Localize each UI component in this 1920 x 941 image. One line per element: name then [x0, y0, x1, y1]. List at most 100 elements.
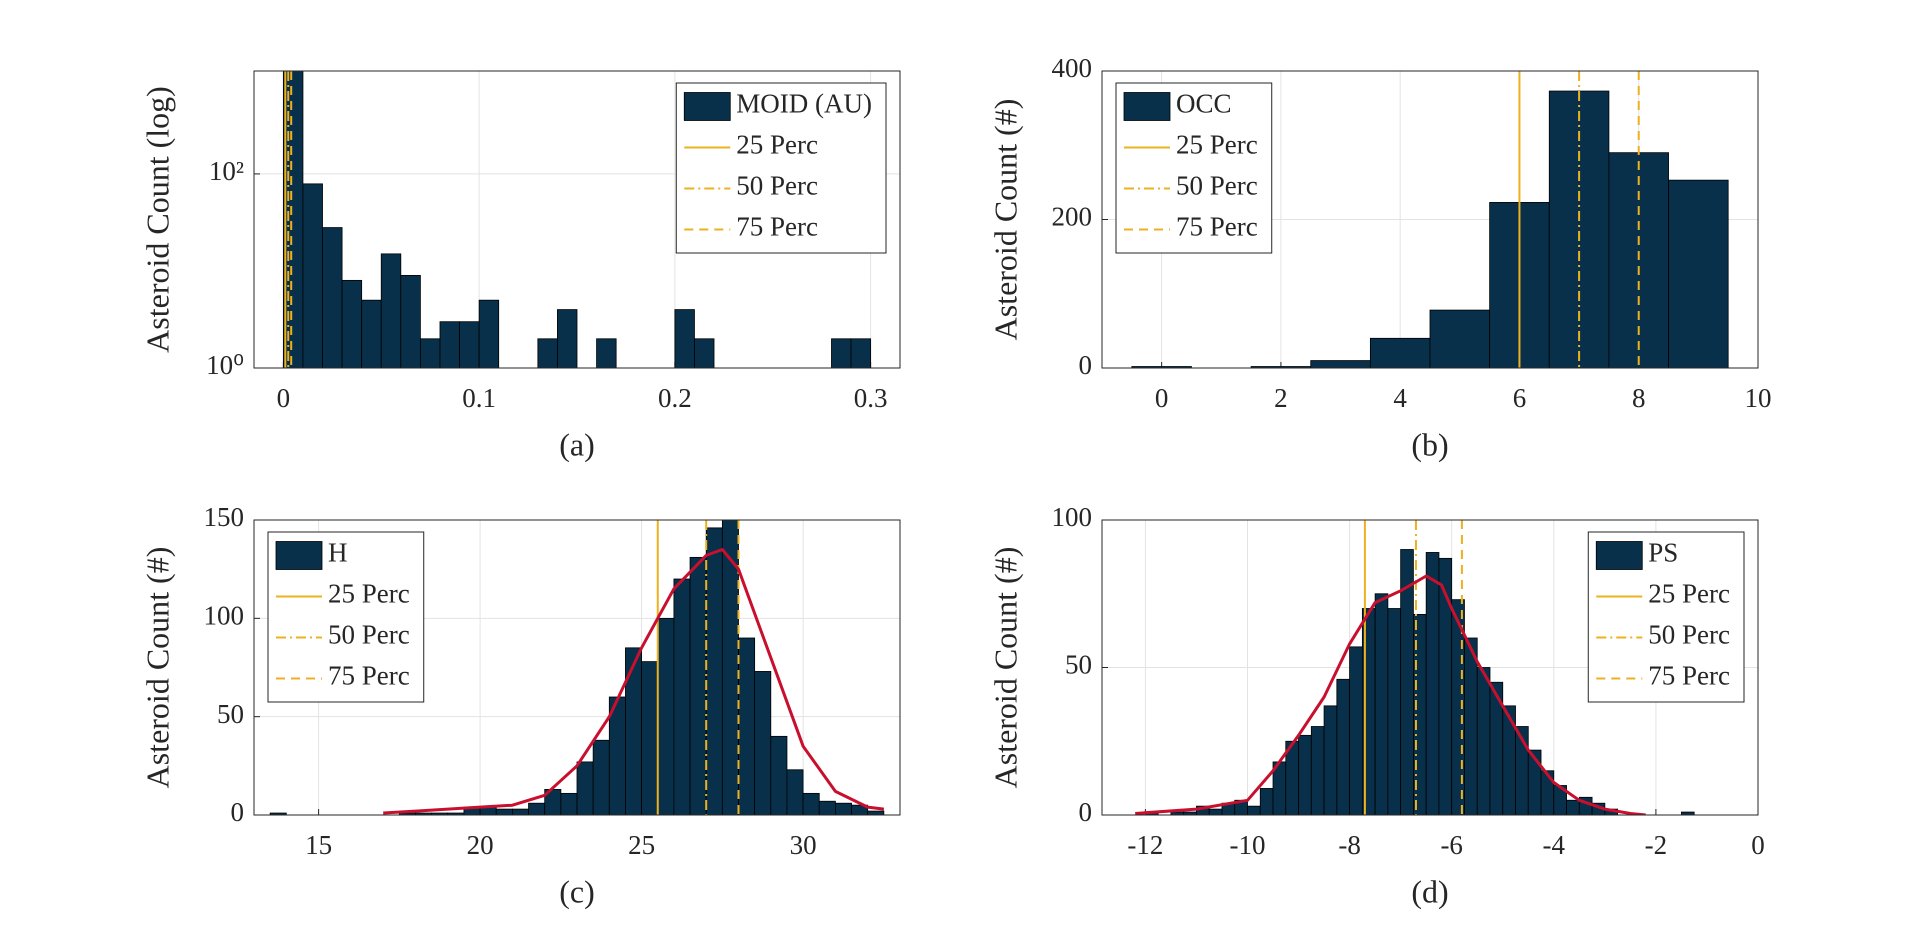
histogram-bar: [673, 578, 691, 815]
x-tick-label: -12: [1127, 830, 1163, 860]
histogram-bar: [495, 808, 513, 815]
legend-label: 25 Perc: [1648, 579, 1730, 609]
y-tick-label: 10²: [209, 156, 244, 186]
histogram-bar: [478, 299, 500, 368]
x-tick-label: -6: [1440, 830, 1463, 860]
histogram-bar: [705, 527, 723, 815]
histogram-bar: [557, 309, 578, 368]
y-axis-label: Asteroid Count (#): [987, 547, 1023, 789]
fit-curve: [383, 548, 885, 815]
axes-box: [1101, 70, 1759, 369]
histogram-bar: [322, 227, 343, 368]
histogram-bar: [1247, 805, 1261, 815]
histogram-bar: [1310, 726, 1325, 815]
histogram-bar: [1259, 788, 1274, 815]
legend-label: 50 Perc: [1648, 620, 1730, 650]
histogram-bar: [657, 617, 675, 815]
x-tick-label: 8: [1632, 383, 1646, 413]
histogram-bar: [867, 810, 885, 815]
histogram-bar: [341, 279, 363, 368]
y-tick-label: 50: [1065, 650, 1092, 680]
y-tick-label: 100: [1052, 502, 1093, 532]
legend-label: 75 Perc: [1176, 212, 1258, 242]
histogram-bar: [400, 275, 421, 368]
histogram-bar: [537, 338, 558, 368]
histogram-bar: [1387, 608, 1402, 815]
caption: (c): [559, 873, 595, 909]
panel: 0 0.1 0.2 0.3 10⁰ 10² Asteroid Count (log) (a) M…: [139, 70, 901, 462]
y-tick-label: 0: [231, 797, 245, 827]
x-tick-label: 0: [1155, 383, 1169, 413]
legend-swatch: [1595, 541, 1643, 570]
histogram-bar: [818, 800, 836, 815]
histogram-bar: [528, 802, 546, 815]
histogram-bar: [560, 792, 578, 815]
x-tick-label: 6: [1513, 383, 1527, 413]
histogram-bar: [380, 253, 402, 368]
histogram-bar: [1668, 179, 1729, 368]
x-tick-label: 2: [1274, 383, 1288, 413]
histogram-bar: [1131, 366, 1192, 368]
y-tick-label: 0: [1079, 797, 1093, 827]
legend-swatch: [1123, 92, 1171, 121]
legend-label: MOID (AU): [736, 89, 872, 119]
legend-label: 75 Perc: [1648, 661, 1730, 691]
histogram-bar: [851, 804, 869, 815]
histogram-bar: [738, 637, 756, 815]
histogram-bar: [1349, 646, 1363, 815]
legend-label: 75 Perc: [736, 212, 818, 242]
legend-swatch: [275, 541, 323, 570]
x-tick-label: 10: [1745, 383, 1772, 413]
histogram-bar: [770, 735, 788, 815]
histogram-bar: [754, 671, 772, 815]
histogram-bar: [592, 739, 610, 815]
legend-label: PS: [1648, 538, 1678, 568]
x-tick-label: 4: [1393, 383, 1407, 413]
histogram-bar: [786, 769, 804, 815]
legend-label: OCC: [1176, 89, 1232, 119]
x-tick-label: 0.2: [658, 383, 692, 413]
panel: 15 20 25 30 0 50 100 150 Asteroid Count (#) (c) H 2…: [139, 502, 901, 909]
histogram-bar: [512, 808, 529, 815]
x-tick-label: -8: [1338, 830, 1361, 860]
histogram-bar: [1369, 337, 1431, 368]
histogram-bar: [596, 338, 617, 368]
histogram-bar: [1310, 360, 1371, 368]
histogram-bar: [1429, 309, 1491, 368]
histogram-bar: [641, 661, 659, 815]
axes-box: [253, 519, 901, 816]
panel: 0 2 4 6 8 10 0 200 400 Asteroid Count (#) (b) OCC 25…: [987, 53, 1771, 462]
histogram-bar: [1425, 552, 1440, 815]
panel: -12 -10 -8 -6 -4 -2 0 0 50 100 Asteroid Count (#) (…: [987, 502, 1764, 909]
y-tick-label: 400: [1052, 53, 1093, 83]
histogram-bar: [1298, 734, 1312, 815]
histogram-bar: [689, 556, 707, 815]
y-tick-label: 100: [204, 601, 245, 631]
histogram-bar: [674, 309, 695, 368]
y-tick-label: 0: [1079, 350, 1093, 380]
y-tick-label: 50: [217, 699, 244, 729]
histogram-bar: [831, 338, 852, 368]
plot-content: [1131, 71, 1729, 368]
legend-label: 25 Perc: [1176, 130, 1258, 160]
histogram-bar: [1323, 705, 1338, 815]
histogram-bar: [802, 792, 820, 815]
legend-box: [675, 82, 887, 254]
x-tick-label: -10: [1229, 830, 1265, 860]
x-tick-label: 0: [277, 383, 291, 413]
y-tick-label: 150: [204, 502, 245, 532]
y-axis-label: Asteroid Count (#): [139, 547, 175, 789]
plot-content: [1135, 520, 1695, 815]
x-tick-label: 15: [305, 830, 332, 860]
legend: PS 25 Perc 50 Perc 75 Perc: [1587, 531, 1745, 703]
legend-label: 50 Perc: [736, 171, 818, 201]
histogram-bar: [1374, 593, 1389, 815]
x-tick-label: 0.3: [854, 383, 888, 413]
legend-label: H: [328, 538, 348, 568]
histogram-bar: [835, 802, 852, 815]
histogram-bar: [1208, 808, 1223, 815]
legend-label: 50 Perc: [1176, 171, 1258, 201]
histogram-bar: [1464, 637, 1478, 815]
plot-content: [282, 71, 872, 368]
